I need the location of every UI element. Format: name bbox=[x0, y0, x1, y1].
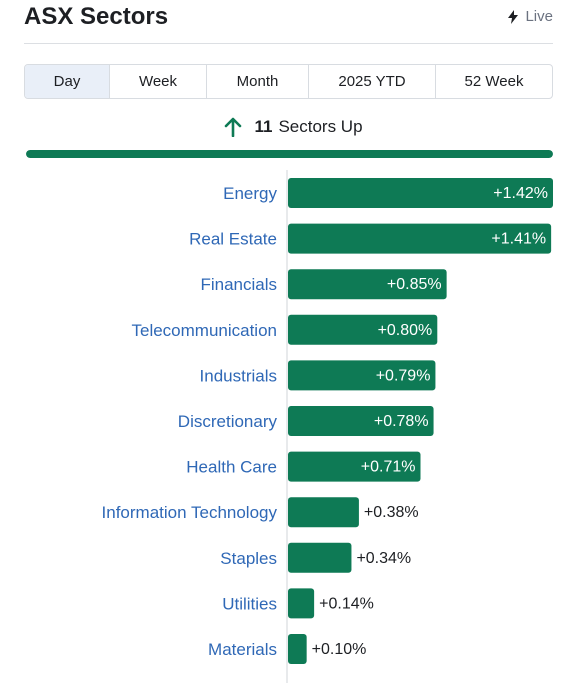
bar-telecommunication[interactable] bbox=[288, 314, 438, 345]
category-label[interactable]: Materials bbox=[208, 640, 277, 659]
category-label[interactable]: Energy bbox=[223, 184, 277, 203]
tab-week[interactable]: Week bbox=[110, 65, 207, 98]
value-label: +0.38% bbox=[364, 504, 419, 521]
category-label[interactable]: Financials bbox=[200, 275, 277, 294]
bar-health-care[interactable] bbox=[288, 451, 421, 482]
value-label: +0.80% bbox=[378, 322, 433, 339]
bar-industrials[interactable] bbox=[288, 360, 436, 391]
value-label: +1.41% bbox=[491, 231, 546, 248]
tab-ytd[interactable]: 2025 YTD bbox=[309, 65, 436, 98]
value-label: +0.79% bbox=[376, 367, 431, 384]
page-title: ASX Sectors bbox=[24, 3, 169, 30]
category-label[interactable]: Real Estate bbox=[189, 230, 277, 249]
sectors-up-text: Sectors Up bbox=[278, 117, 363, 136]
value-label: +0.34% bbox=[356, 550, 411, 567]
value-label: +0.10% bbox=[312, 641, 367, 658]
bar-utilities[interactable] bbox=[288, 588, 315, 619]
sectors-up-summary: 11 Sectors Up bbox=[0, 117, 587, 137]
bar-energy[interactable] bbox=[288, 178, 553, 208]
value-label: +0.85% bbox=[387, 276, 442, 293]
bar-financials[interactable] bbox=[288, 269, 447, 300]
category-label[interactable]: Information Technology bbox=[102, 503, 278, 522]
category-label[interactable]: Industrials bbox=[200, 366, 277, 385]
category-label[interactable]: Utilities bbox=[222, 594, 277, 613]
live-indicator: Live bbox=[507, 8, 553, 25]
tab-52-week[interactable]: 52 Week bbox=[464, 73, 524, 90]
value-label: +0.71% bbox=[361, 459, 416, 476]
tab-day[interactable]: Day bbox=[25, 65, 110, 98]
bolt-icon bbox=[508, 9, 519, 24]
bar-discretionary[interactable] bbox=[288, 406, 434, 436]
category-label[interactable]: Staples bbox=[220, 549, 277, 568]
period-tabs: Day Week Month 2025 YTD 52 Week bbox=[24, 64, 553, 99]
sectors-up-progress bbox=[26, 150, 553, 158]
sectors-up-progress-fill bbox=[26, 150, 553, 158]
arrow-up-icon bbox=[225, 117, 242, 137]
sector-bar-chart: Energy +1.42% Real Estate +1.41% Financials +… bbox=[102, 170, 553, 683]
header: ASX Sectors Live bbox=[24, 0, 553, 44]
sectors-up-count: 11 bbox=[254, 117, 273, 136]
category-label[interactable]: Health Care bbox=[186, 458, 277, 477]
bar-materials[interactable] bbox=[288, 634, 307, 664]
value-label: +0.78% bbox=[374, 413, 429, 430]
bar-information-technology[interactable] bbox=[288, 497, 359, 528]
category-label[interactable]: Discretionary bbox=[178, 412, 278, 431]
category-label[interactable]: Telecommunication bbox=[131, 321, 277, 340]
tab-month[interactable]: Month bbox=[207, 65, 309, 98]
bar-real-estate[interactable] bbox=[288, 223, 552, 254]
value-label: +1.42% bbox=[493, 185, 548, 202]
live-label: Live bbox=[525, 8, 553, 25]
bar-staples[interactable] bbox=[288, 542, 352, 573]
value-label: +0.14% bbox=[319, 595, 374, 612]
